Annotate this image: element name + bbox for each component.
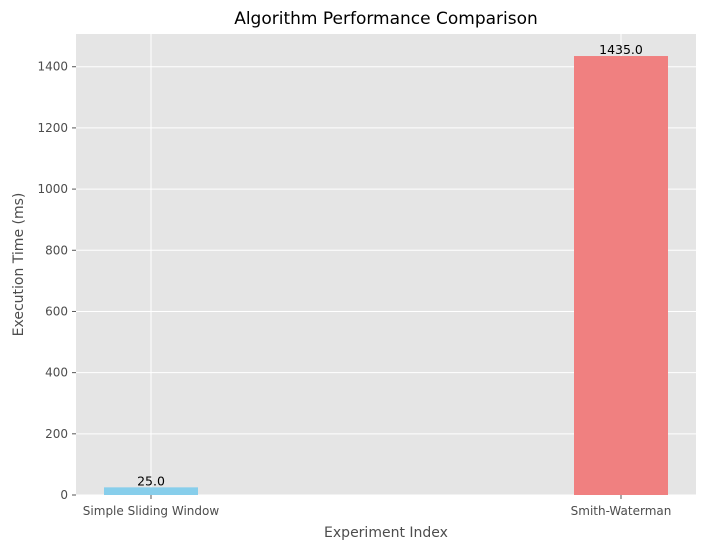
- x-axis-label: Experiment Index: [324, 525, 448, 541]
- bar-value-label: 25.0: [137, 473, 165, 488]
- y-tick-label: 0: [60, 488, 68, 502]
- y-tick-label: 1400: [37, 60, 68, 74]
- y-axis-ticks: 0 200 400 600 800 1000 1200 1400: [37, 60, 76, 502]
- bars: [104, 56, 668, 496]
- chart-title: Algorithm Performance Comparison: [234, 9, 538, 29]
- y-tick-label: 400: [45, 366, 68, 380]
- y-tick-label: 1000: [37, 182, 68, 196]
- x-axis-ticks: Simple Sliding Window Smith-Waterman: [83, 495, 672, 518]
- y-tick-label: 1200: [37, 121, 68, 135]
- y-tick-label: 800: [45, 243, 68, 257]
- x-tick-label: Smith-Waterman: [571, 504, 672, 518]
- y-tick-label: 200: [45, 427, 68, 441]
- bar-value-label: 1435.0: [599, 42, 643, 57]
- bar: [574, 56, 668, 496]
- data-labels: 25.0 1435.0: [137, 42, 643, 488]
- bar: [104, 487, 198, 495]
- y-axis-label: Execution Time (ms): [11, 193, 27, 337]
- x-tick-label: Simple Sliding Window: [83, 504, 220, 518]
- y-tick-label: 600: [45, 304, 68, 318]
